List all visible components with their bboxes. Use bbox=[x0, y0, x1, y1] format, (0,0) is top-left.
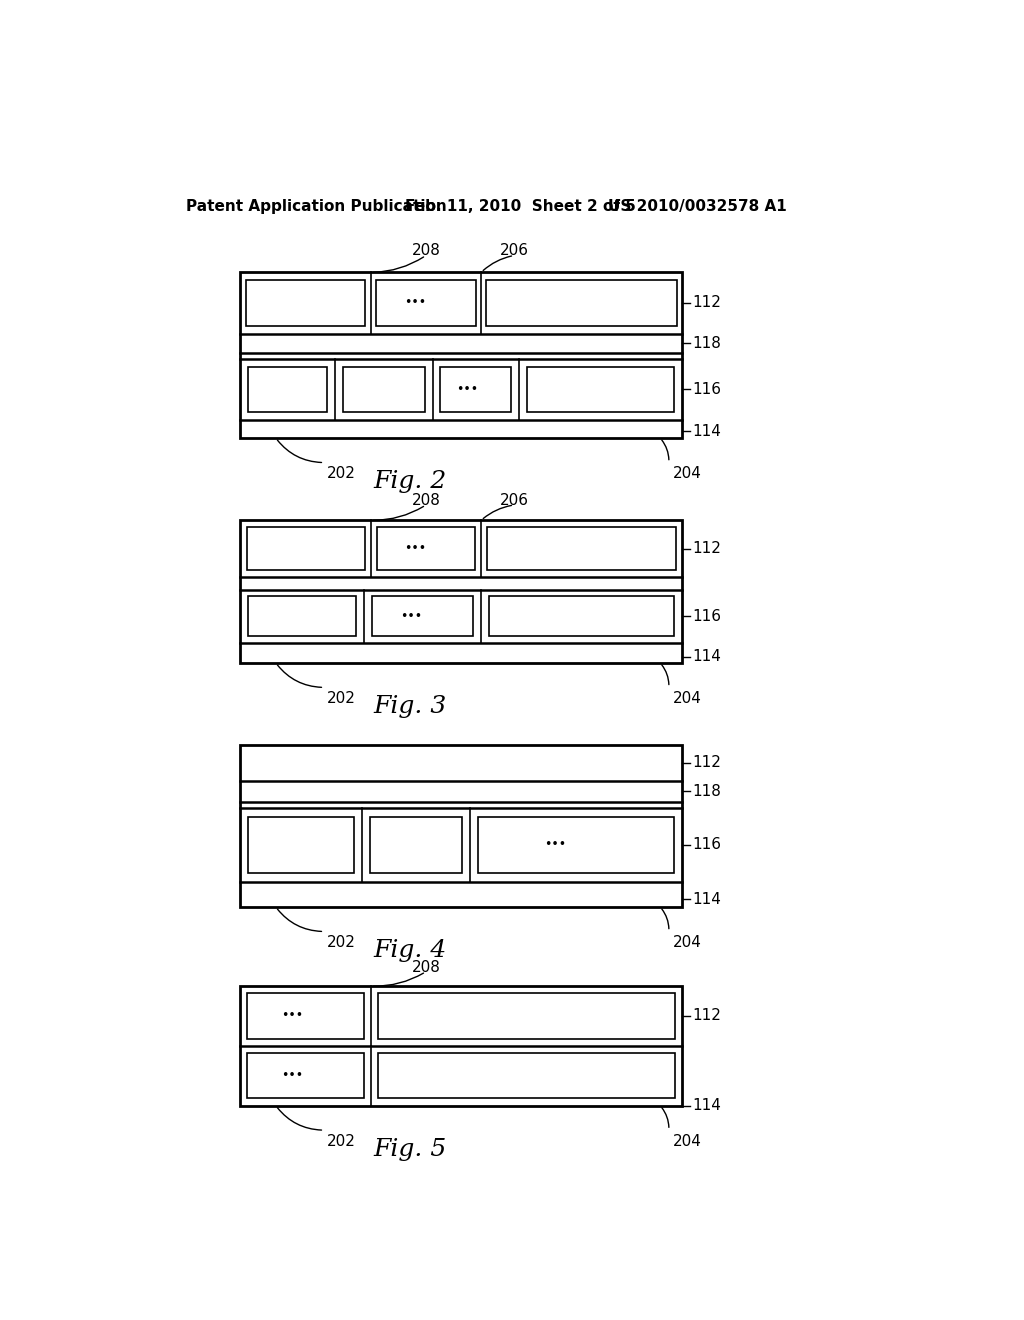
Text: US 2010/0032578 A1: US 2010/0032578 A1 bbox=[608, 199, 787, 214]
Text: 112: 112 bbox=[692, 755, 721, 771]
Bar bbox=[526, 367, 674, 412]
Bar bbox=[376, 280, 476, 326]
Text: 208: 208 bbox=[412, 243, 440, 259]
Bar bbox=[246, 280, 366, 326]
Bar bbox=[248, 1053, 364, 1098]
Text: •••: ••• bbox=[456, 383, 478, 396]
Text: 202: 202 bbox=[327, 936, 355, 950]
Bar bbox=[248, 994, 364, 1039]
Text: •••: ••• bbox=[282, 1069, 303, 1082]
Text: Fig. 4: Fig. 4 bbox=[373, 940, 446, 962]
Text: 208: 208 bbox=[412, 960, 440, 974]
Text: •••: ••• bbox=[399, 610, 422, 623]
Text: 112: 112 bbox=[692, 1008, 721, 1023]
Text: 114: 114 bbox=[692, 1098, 721, 1113]
Text: 114: 114 bbox=[692, 892, 721, 907]
Text: •••: ••• bbox=[403, 543, 426, 556]
Text: 118: 118 bbox=[692, 784, 721, 799]
Text: 202: 202 bbox=[327, 1134, 355, 1148]
Bar bbox=[249, 367, 328, 412]
Bar bbox=[370, 817, 462, 873]
Text: 204: 204 bbox=[674, 466, 702, 482]
Bar bbox=[372, 597, 473, 636]
Bar bbox=[249, 817, 354, 873]
Bar bbox=[241, 986, 682, 1105]
Bar bbox=[377, 527, 475, 570]
Text: 204: 204 bbox=[674, 692, 702, 706]
Bar bbox=[378, 994, 675, 1039]
Text: 114: 114 bbox=[692, 649, 721, 664]
Bar bbox=[489, 597, 674, 636]
Bar bbox=[440, 367, 511, 412]
Bar bbox=[241, 744, 682, 907]
Text: 116: 116 bbox=[692, 609, 721, 624]
Text: 202: 202 bbox=[327, 466, 355, 482]
Text: 116: 116 bbox=[692, 381, 721, 397]
Text: 204: 204 bbox=[674, 936, 702, 950]
Text: Fig. 3: Fig. 3 bbox=[373, 696, 446, 718]
Text: •••: ••• bbox=[282, 1010, 303, 1023]
Bar bbox=[247, 527, 365, 570]
Bar bbox=[478, 817, 674, 873]
Text: 118: 118 bbox=[692, 335, 721, 351]
Text: 114: 114 bbox=[692, 424, 721, 438]
Text: Fig. 2: Fig. 2 bbox=[373, 470, 446, 494]
Text: 112: 112 bbox=[692, 296, 721, 310]
Text: 206: 206 bbox=[500, 243, 528, 259]
Bar bbox=[241, 520, 682, 663]
Text: 206: 206 bbox=[500, 492, 528, 508]
Text: Fig. 5: Fig. 5 bbox=[373, 1138, 446, 1160]
Text: 204: 204 bbox=[674, 1134, 702, 1148]
Text: 112: 112 bbox=[692, 541, 721, 556]
Text: Feb. 11, 2010  Sheet 2 of 5: Feb. 11, 2010 Sheet 2 of 5 bbox=[406, 199, 636, 214]
Bar bbox=[486, 280, 677, 326]
Bar bbox=[241, 272, 682, 438]
Text: 116: 116 bbox=[692, 837, 721, 853]
Text: Patent Application Publication: Patent Application Publication bbox=[186, 199, 446, 214]
Text: •••: ••• bbox=[544, 838, 566, 851]
Text: •••: ••• bbox=[403, 297, 426, 309]
Bar bbox=[378, 1053, 675, 1098]
Bar bbox=[343, 367, 425, 412]
Bar bbox=[249, 597, 356, 636]
Text: 208: 208 bbox=[412, 492, 440, 508]
Text: 202: 202 bbox=[327, 692, 355, 706]
Bar bbox=[487, 527, 676, 570]
